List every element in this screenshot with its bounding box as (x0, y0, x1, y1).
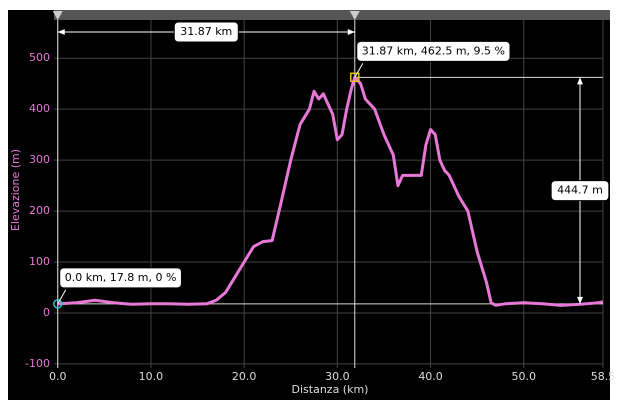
cursor-point (52, 299, 63, 309)
callout: 31.87 km, 462.5 m, 9.5 % (356, 40, 511, 62)
y-tick-label: 100 (29, 255, 50, 268)
background (8, 10, 610, 400)
x-tick-label: 10.0 (139, 370, 164, 383)
y-tick-label: 200 (29, 204, 50, 217)
x-tick-label: 58.5 (591, 370, 616, 383)
x-tick-label: 0.0 (49, 370, 67, 383)
cursor-handle (52, 11, 63, 20)
callout-line (57, 289, 67, 305)
x-axis-label: Distanza (km) (292, 383, 369, 396)
x-tick-label: 40.0 (418, 370, 443, 383)
y-tick-label: 0 (43, 306, 50, 319)
cursor-strip (54, 10, 610, 20)
y-tick-label: 500 (29, 51, 50, 64)
x-tick-label: 50.0 (512, 370, 537, 383)
callout-box (59, 267, 182, 289)
distance-box (173, 21, 239, 43)
y-tick-label: -100 (25, 357, 50, 370)
x-tick-label: 30.0 (325, 370, 350, 383)
elevation-line (57, 75, 604, 307)
callout-text: 31.87 km, 462.5 m, 9.5 % (362, 44, 505, 57)
callout-box (356, 40, 511, 62)
cursor-handle (349, 11, 360, 20)
callout: 0.0 km, 17.8 m, 0 % (59, 267, 182, 289)
y-axis-label: Elevazione (m) (9, 149, 22, 231)
y-tick-label: 300 (29, 153, 50, 166)
height-label: 444.7 m (557, 184, 603, 197)
y-tick-label: 400 (29, 102, 50, 115)
cursor-point (350, 72, 360, 83)
callout-line (354, 63, 364, 78)
distance-label: 31.87 km (180, 25, 232, 38)
x-tick-label: 20.0 (232, 370, 257, 383)
height-box (550, 180, 610, 202)
callout-text: 0.0 km, 17.8 m, 0 % (65, 271, 177, 284)
